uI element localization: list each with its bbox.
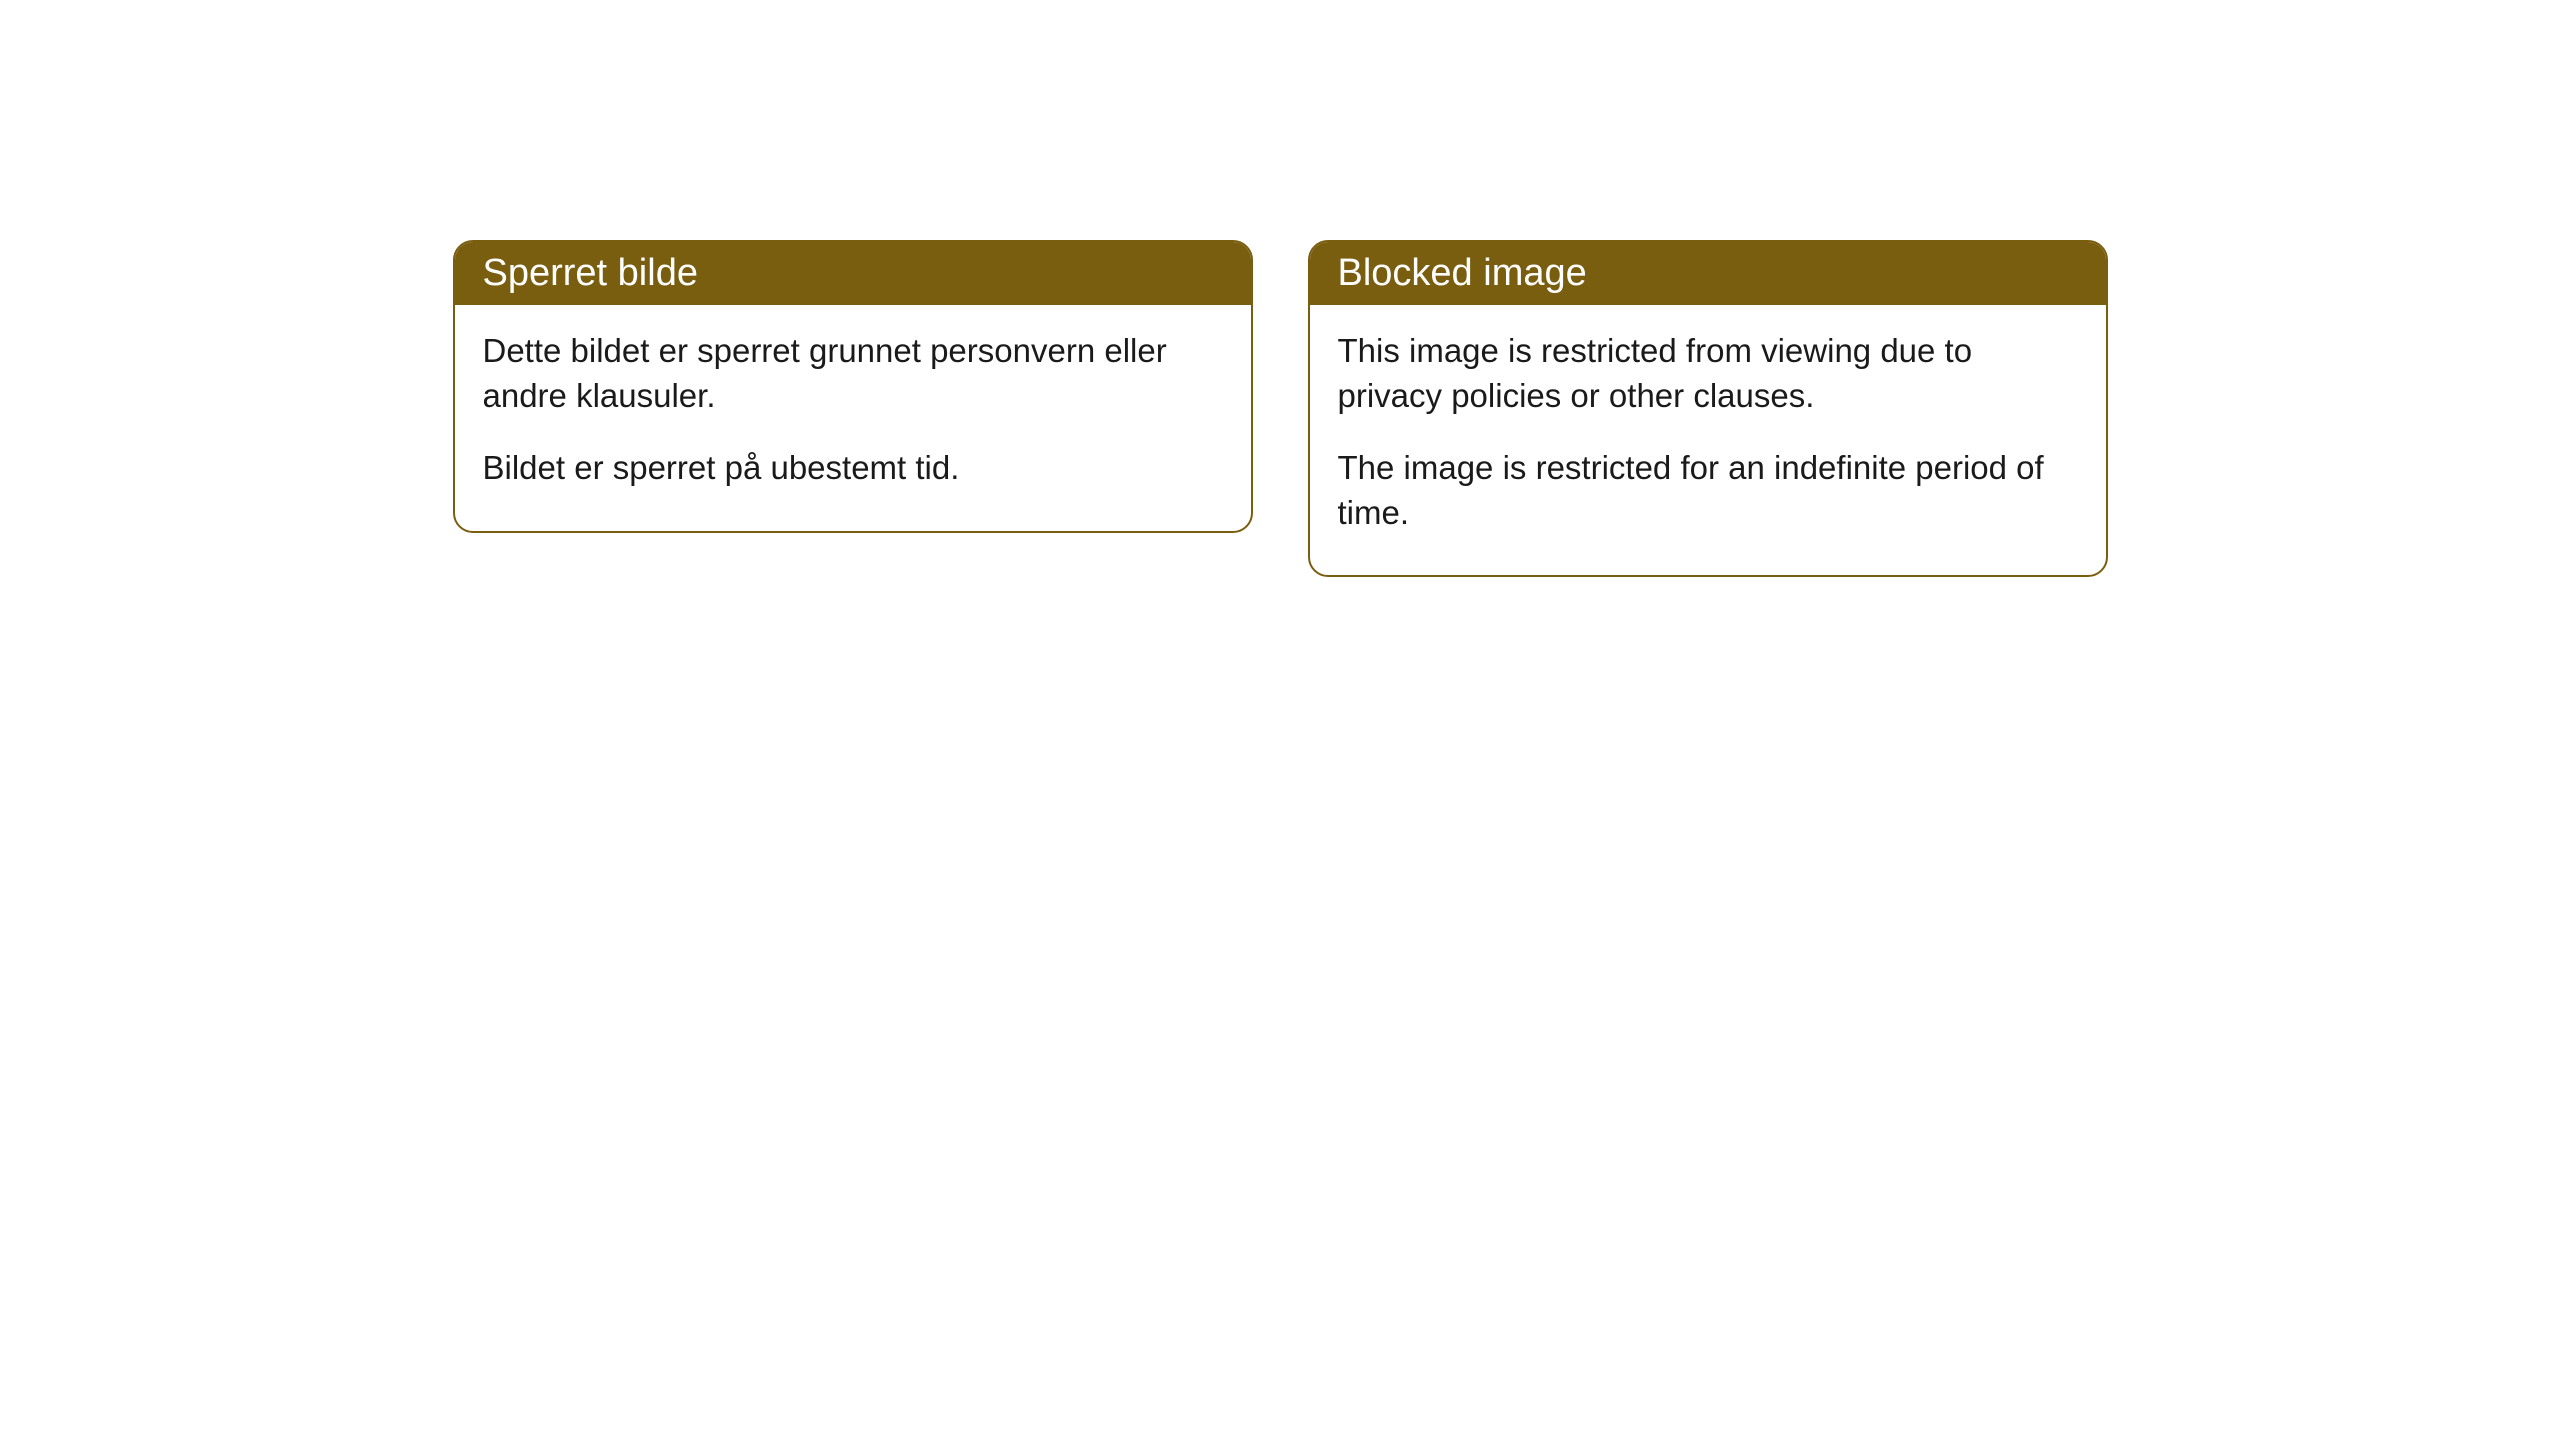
card-body: Dette bildet er sperret grunnet personve…	[455, 305, 1251, 531]
card-header: Sperret bilde	[455, 242, 1251, 305]
card-header: Blocked image	[1310, 242, 2106, 305]
card-paragraph: Dette bildet er sperret grunnet personve…	[483, 329, 1223, 418]
card-title: Sperret bilde	[483, 252, 698, 294]
card-paragraph: This image is restricted from viewing du…	[1338, 329, 2078, 418]
card-title: Blocked image	[1338, 252, 1587, 294]
card-paragraph: Bildet er sperret på ubestemt tid.	[483, 446, 1223, 491]
card-paragraph: The image is restricted for an indefinit…	[1338, 446, 2078, 535]
card-body: This image is restricted from viewing du…	[1310, 305, 2106, 575]
blocked-image-card-no: Sperret bilde Dette bildet er sperret gr…	[453, 240, 1253, 533]
blocked-image-card-en: Blocked image This image is restricted f…	[1308, 240, 2108, 577]
